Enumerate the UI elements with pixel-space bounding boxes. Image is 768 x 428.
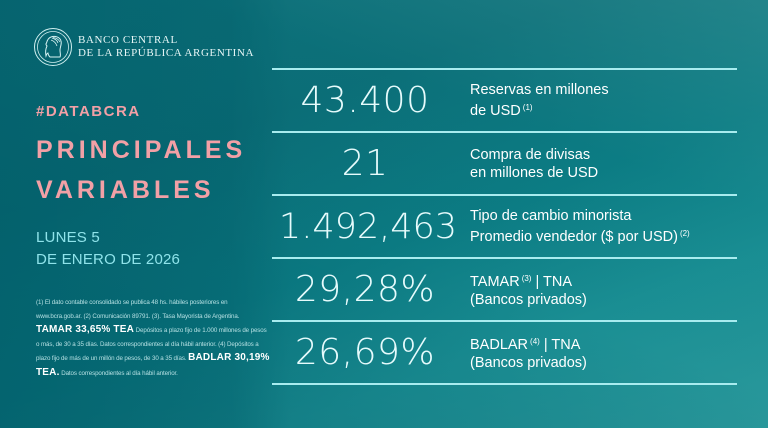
label-line-1: BADLAR (4) | TNA bbox=[470, 333, 587, 354]
label-text: Promedio vendedor ($ por USD) bbox=[470, 229, 678, 245]
tamar-label: TAMAR (3) | TNA (Bancos privados) bbox=[470, 270, 587, 309]
variable-row-compra-divisas: 21 Compra de divisas en millones de USD bbox=[272, 133, 737, 194]
divider bbox=[272, 257, 737, 259]
date-line-1: LUNES 5 bbox=[36, 229, 100, 246]
label-line-2: (Bancos privados) bbox=[470, 355, 587, 371]
institution-name: BANCO CENTRAL DE LA REPÚBLICA ARGENTINA bbox=[78, 34, 254, 60]
reservas-value: 43.400 bbox=[300, 80, 430, 121]
label-text: de USD bbox=[470, 103, 521, 119]
page-title: PRINCIPALES VARIABLES bbox=[36, 130, 246, 210]
footnote-part-1: (1) El dato contable consolidado se publ… bbox=[36, 299, 240, 320]
hashtag: #DATABCRA bbox=[36, 103, 141, 120]
variable-row-badlar: 26,69% BADLAR (4) | TNA (Bancos privados) bbox=[272, 322, 737, 383]
variable-row-tipo-cambio: 1.492,463 Tipo de cambio minorista Prome… bbox=[272, 196, 737, 257]
badlar-label: BADLAR (4) | TNA (Bancos privados) bbox=[470, 333, 587, 372]
institution-line-1: BANCO CENTRAL bbox=[78, 34, 178, 46]
label-line-1: Compra de divisas bbox=[470, 146, 591, 163]
reservas-label: Reservas en millones de USD (1) bbox=[470, 81, 609, 120]
label-text: | TNA bbox=[535, 274, 573, 290]
footnote-ref: (4) bbox=[530, 337, 540, 346]
footnote-part-3: Datos correspondientes al día hábil ante… bbox=[61, 369, 178, 377]
divider bbox=[272, 68, 737, 70]
divider bbox=[272, 320, 737, 322]
footnote-part-2: Depósitos a plazo fijo de 1.000 millones… bbox=[36, 327, 267, 362]
label-line-1: TAMAR (3) | TNA bbox=[470, 270, 587, 291]
footnote-ref: (1) bbox=[522, 103, 533, 112]
tipo-cambio-label: Tipo de cambio minorista Promedio vended… bbox=[470, 207, 690, 246]
title-line-1: PRINCIPALES bbox=[36, 136, 247, 164]
divider bbox=[272, 194, 737, 196]
tipo-cambio-value: 1.492,463 bbox=[278, 206, 458, 247]
label-text: BADLAR bbox=[470, 337, 529, 353]
label-line-1: Tipo de cambio minorista bbox=[470, 208, 632, 224]
badlar-tea-highlight: BADLAR 30,19% TEA. bbox=[36, 352, 270, 378]
divider bbox=[272, 383, 737, 385]
report-date: LUNES 5 DE ENERO DE 2026 bbox=[36, 227, 180, 271]
label-line-1: Reservas en millones bbox=[470, 82, 609, 98]
variable-row-tamar: 29,28% TAMAR (3) | TNA (Bancos privados) bbox=[272, 259, 737, 320]
label-text: | TNA bbox=[543, 337, 581, 353]
divider bbox=[272, 131, 737, 133]
title-line-2: VARIABLES bbox=[36, 176, 215, 204]
tamar-tea-highlight: TAMAR 33,65% TEA bbox=[36, 324, 135, 335]
tamar-value: 29,28% bbox=[294, 269, 436, 310]
footnote-ref: (3) bbox=[521, 274, 532, 283]
variable-row-reservas: 43.400 Reservas en millones de USD (1) bbox=[272, 70, 737, 131]
label-line-2: (Bancos privados) bbox=[470, 292, 587, 308]
compra-divisas-value: 21 bbox=[341, 143, 389, 184]
republic-head-seal-icon bbox=[34, 28, 72, 66]
label-line-2: en millones de USD bbox=[470, 164, 599, 181]
bcra-logo: BANCO CENTRAL DE LA REPÚBLICA ARGENTINA bbox=[34, 28, 254, 66]
footnote-ref: (2) bbox=[679, 229, 690, 238]
institution-line-2: DE LA REPÚBLICA ARGENTINA bbox=[78, 47, 255, 59]
badlar-value: 26,69% bbox=[294, 332, 436, 373]
label-text: TAMAR bbox=[470, 274, 520, 290]
date-line-2: DE ENERO DE 2026 bbox=[36, 251, 181, 268]
footnotes: (1) El dato contable consolidado se publ… bbox=[36, 296, 271, 380]
label-line-2: Promedio vendedor ($ por USD) (2) bbox=[470, 225, 690, 246]
label-line-2: de USD (1) bbox=[470, 99, 609, 120]
compra-divisas-label: Compra de divisas en millones de USD bbox=[470, 146, 598, 182]
